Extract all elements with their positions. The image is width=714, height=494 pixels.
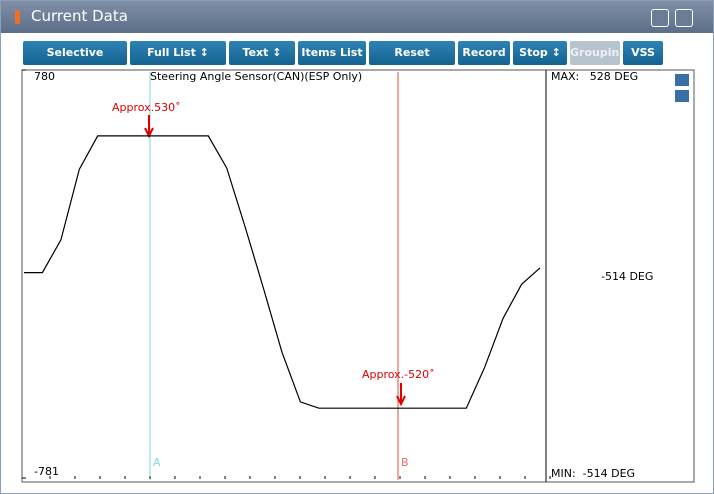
- toolbar-button[interactable]: VSS: [623, 41, 663, 65]
- max-label: MAX: 528 DEG: [551, 70, 638, 83]
- min-label: MIN: -514 DEG: [551, 467, 635, 480]
- toolbar-button[interactable]: Record: [458, 41, 510, 65]
- toolbar-button[interactable]: Full List ↕: [130, 41, 226, 65]
- data-line: [24, 135, 541, 409]
- annotation: Approx.-520˚: [362, 368, 435, 381]
- window-title: Current Data: [31, 7, 128, 25]
- cursor-label: B: [401, 456, 409, 469]
- toolbar-button[interactable]: Stop ↕: [513, 41, 567, 65]
- minimize-button[interactable]: [675, 9, 693, 27]
- chart-frame: [21, 69, 695, 483]
- retry-button[interactable]: [651, 9, 669, 27]
- annotation: Approx.530˚: [112, 101, 181, 114]
- chart-title: Steering Angle Sensor(CAN)(ESP Only): [150, 70, 362, 83]
- current-label: -514 DEG: [601, 270, 653, 283]
- title-bar: Current Data: [1, 1, 713, 33]
- toolbar-button[interactable]: Text ↕: [229, 41, 295, 65]
- toolbar-button: Grouping: [570, 41, 627, 65]
- cursor-label: A: [153, 456, 161, 469]
- icon: [15, 10, 20, 24]
- toolbar-button[interactable]: Items List ↕: [298, 41, 366, 83]
- annotation-arrow: [396, 383, 406, 407]
- y-tick-label: 780: [34, 70, 55, 83]
- close-button[interactable]: [675, 74, 689, 86]
- resize-button[interactable]: [675, 90, 689, 102]
- y-tick-label: -781: [34, 465, 59, 478]
